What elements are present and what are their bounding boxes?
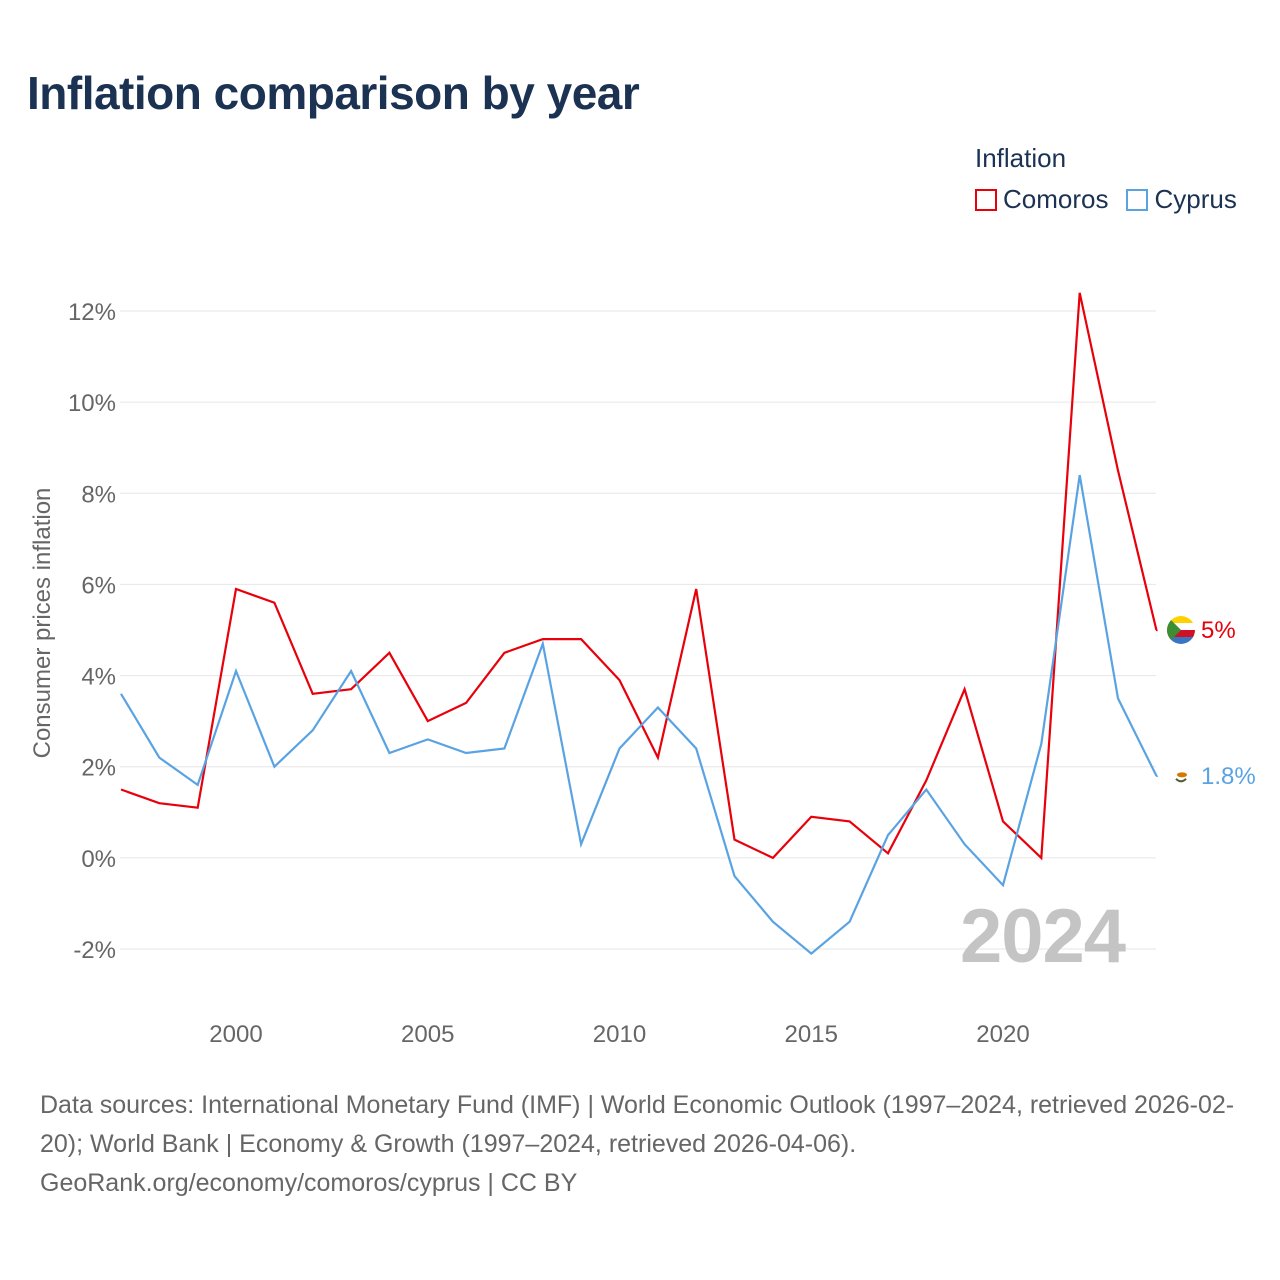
- y-axis-label: Consumer prices inflation: [29, 488, 56, 759]
- y-tick-label: 10%: [68, 390, 116, 417]
- comoros-flag-icon: [1167, 616, 1195, 644]
- end-label-comoros: 5%: [1201, 617, 1236, 644]
- legend-item-cyprus[interactable]: Cyprus: [1126, 184, 1237, 215]
- legend-item-comoros[interactable]: Comoros: [975, 184, 1108, 215]
- cyprus-flag-icon: [1172, 766, 1190, 785]
- x-tick-label: 2000: [209, 1021, 262, 1048]
- legend-label-cyprus: Cyprus: [1154, 184, 1237, 214]
- year-watermark: 2024: [960, 894, 1126, 979]
- y-tick-label: 0%: [81, 846, 116, 873]
- x-tick-label: 2005: [401, 1021, 454, 1048]
- legend-title: Inflation: [975, 143, 1067, 173]
- footer: Data sources: International Monetary Fun…: [40, 1086, 1250, 1203]
- credit-link[interactable]: GeoRank.org/economy/comoros/cyprus | CC …: [40, 1169, 578, 1197]
- y-tick-label: 6%: [81, 572, 116, 599]
- x-tick-label: 2015: [785, 1021, 838, 1048]
- series-line-comoros: [120, 292, 1158, 861]
- legend-label-comoros: Comoros: [1003, 184, 1109, 214]
- x-tick-label: 2020: [976, 1021, 1029, 1048]
- x-tick-label: 2010: [593, 1021, 646, 1048]
- series-line-cyprus: [120, 474, 1159, 956]
- legend-swatch-cyprus: [1126, 188, 1149, 211]
- y-tick-label: 2%: [81, 755, 116, 782]
- data-sources: Data sources: International Monetary Fun…: [40, 1091, 1235, 1158]
- y-tick-label: 8%: [81, 481, 116, 508]
- y-tick-label: 12%: [68, 299, 116, 326]
- legend-swatch-comoros: [975, 188, 997, 211]
- legend: Comoros Cyprus: [975, 184, 1237, 215]
- y-tick-label: -2%: [73, 937, 116, 964]
- y-tick-label: 4%: [81, 664, 116, 691]
- end-label-cyprus: 1.8%: [1201, 763, 1256, 790]
- chart-title: Inflation comparison by year: [27, 67, 640, 119]
